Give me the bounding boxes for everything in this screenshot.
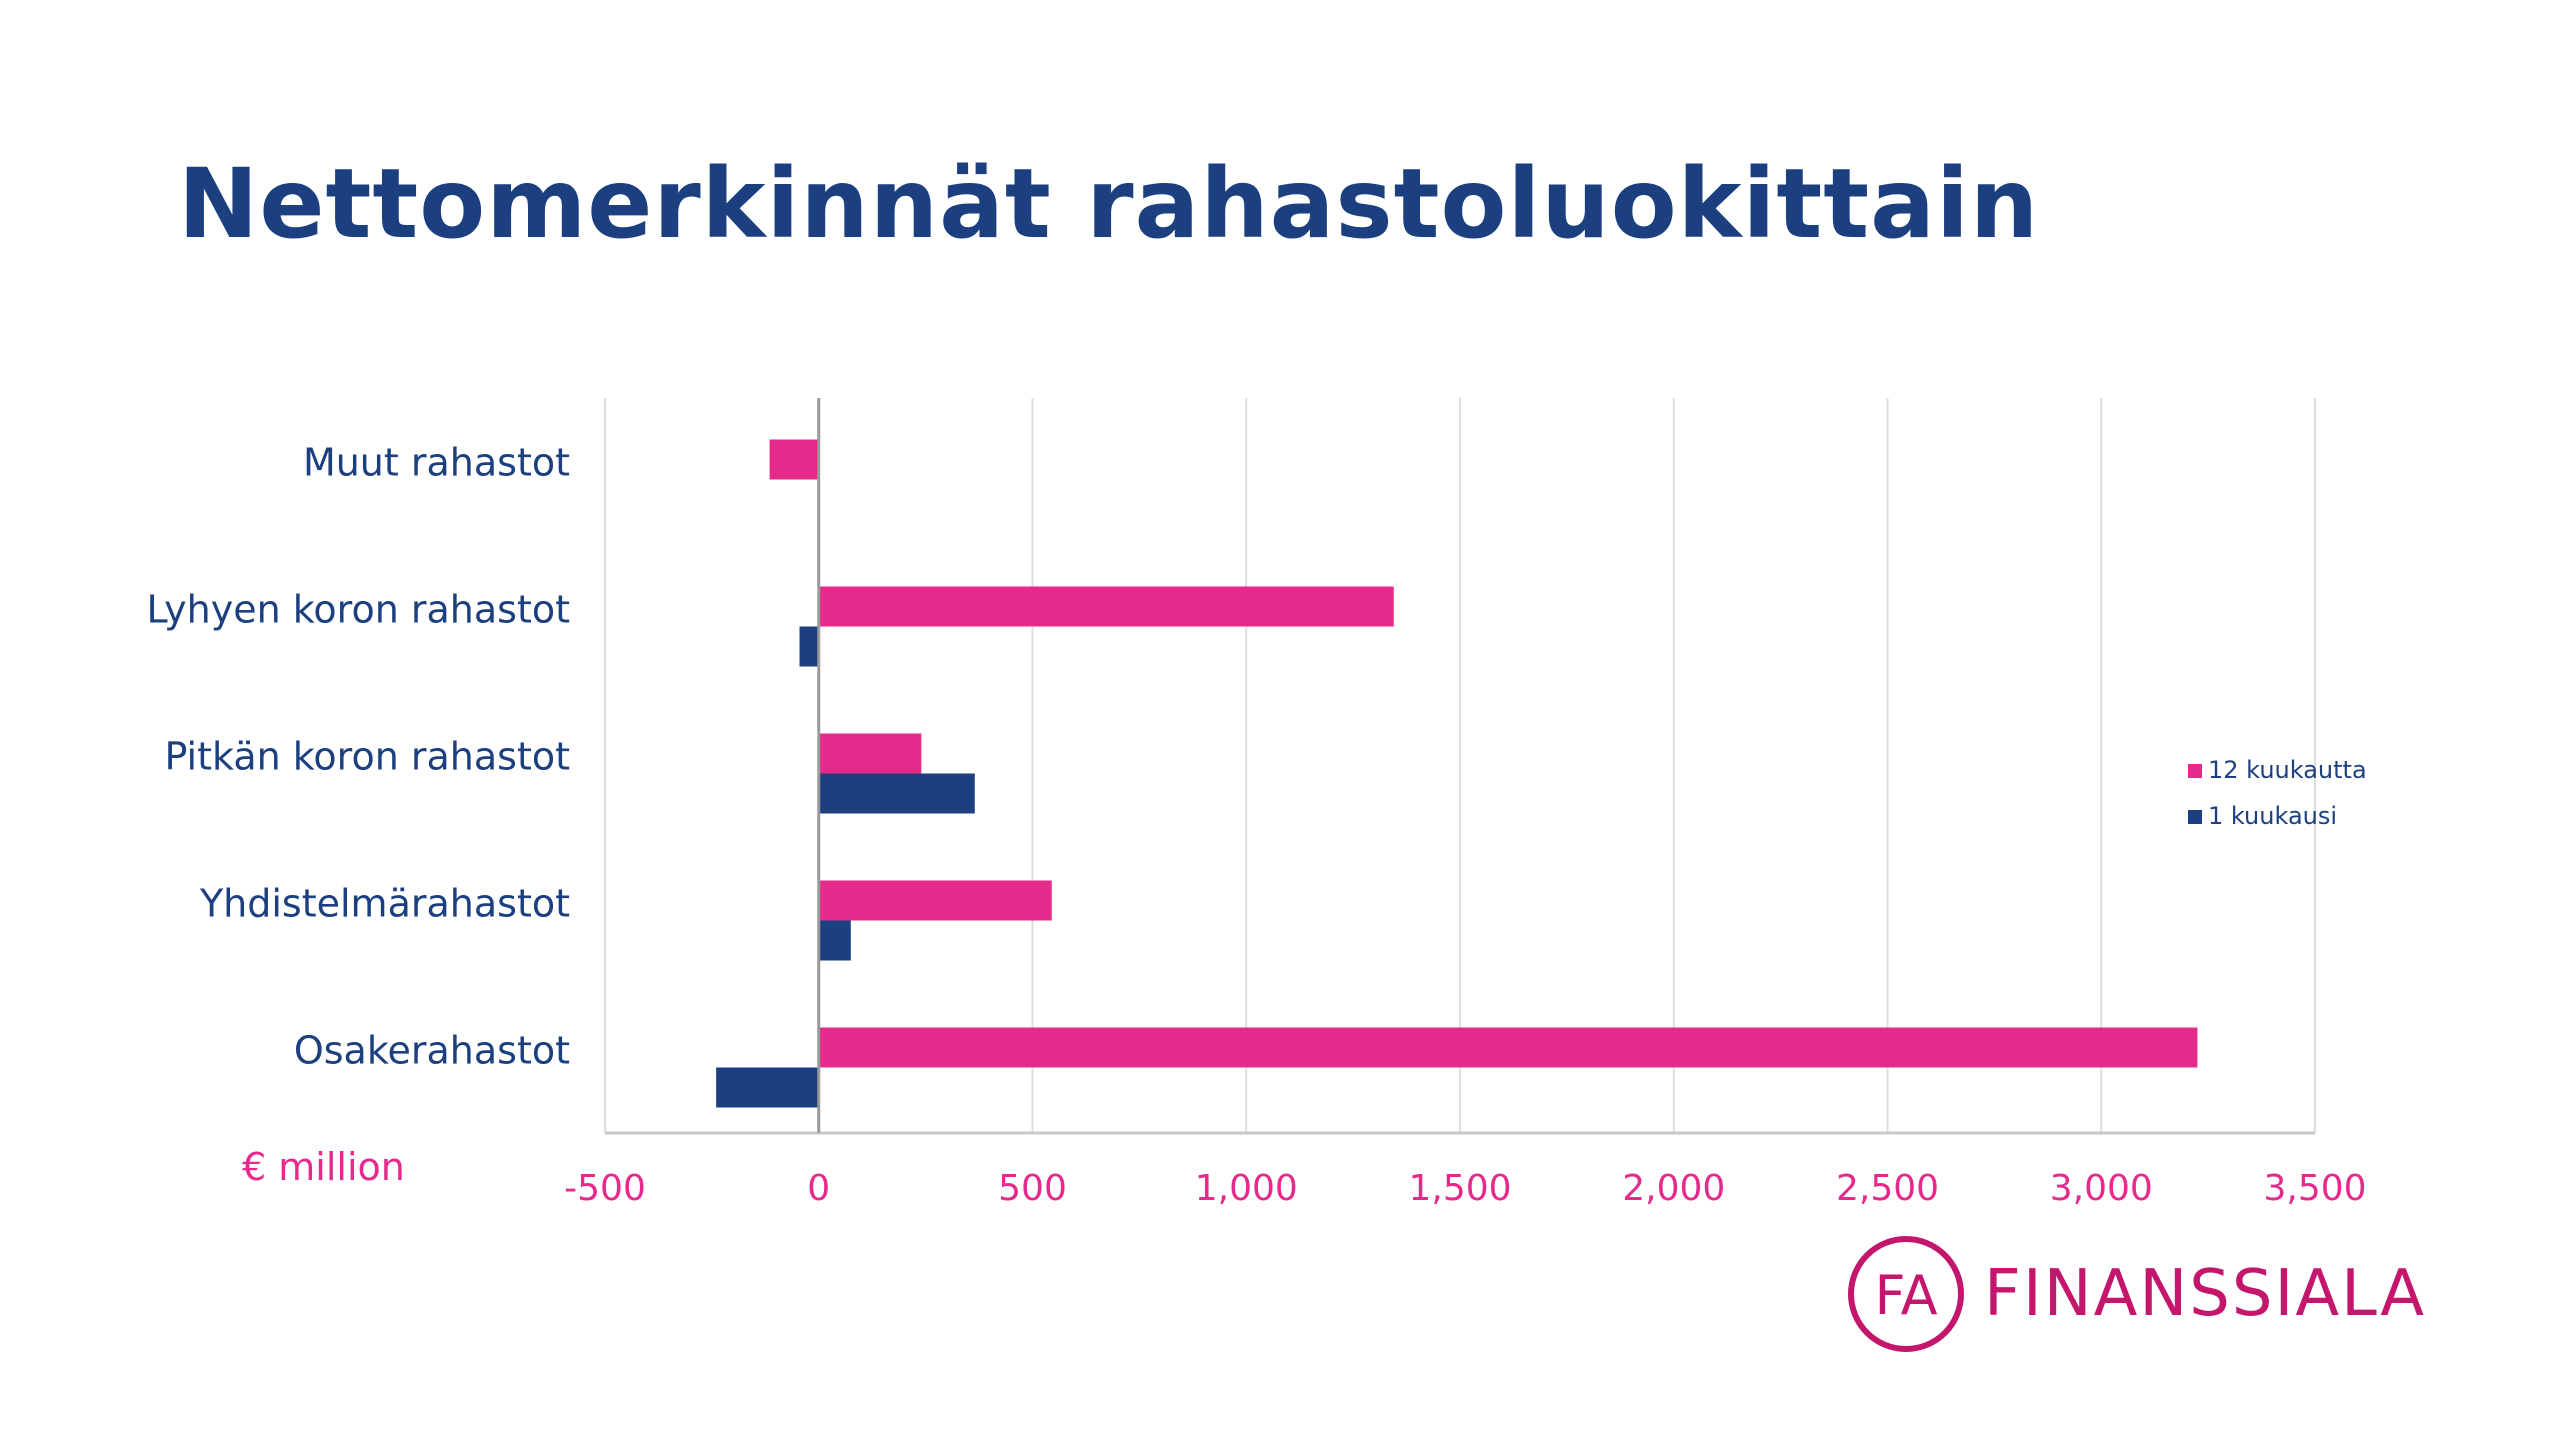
gridlines (604, 398, 2316, 1133)
logo-mark-text: FA (1874, 1264, 1937, 1327)
x-tick-label: 1,000 (1195, 1168, 1298, 1209)
legend-label: 1 kuukausi (2208, 802, 2337, 830)
x-tick-label: 3,000 (2050, 1168, 2153, 1209)
fa-logo-icon: FA (1848, 1236, 1964, 1352)
page-title: Nettomerkinnät rahastoluokittain (178, 148, 2040, 260)
category-label: Muut rahastot (303, 441, 570, 485)
bar-12-kuukautta (818, 733, 922, 774)
x-tick-label: 500 (998, 1168, 1067, 1209)
legend-swatch (2188, 810, 2202, 824)
x-tick-label: 2,000 (1622, 1168, 1725, 1209)
logo-text: FINANSSIALA (1984, 1257, 2427, 1331)
x-tick-label: -500 (564, 1168, 646, 1209)
bar-1-kuukausi (818, 920, 851, 961)
category-label: Pitkän koron rahastot (164, 735, 570, 779)
category-label: Osakerahastot (294, 1029, 570, 1073)
bar-1-kuukausi (799, 626, 819, 667)
category-label: Yhdistelmärahastot (199, 882, 570, 926)
x-tick-label: 1,500 (1408, 1168, 1511, 1209)
bars (716, 439, 2198, 1108)
x-tick-label: 3,500 (2263, 1168, 2366, 1209)
legend-swatch (2188, 764, 2202, 778)
labels: -500 0 500 1,000 1,500 2,000 2,500 3,000 3,500 Mu… (146, 441, 2366, 1210)
unit-label: € million (242, 1145, 405, 1189)
legend: 12 kuukautta 1 kuukausi (2188, 756, 2367, 830)
bar-1-kuukausi (818, 773, 975, 814)
axes (605, 398, 2315, 1135)
x-tick-label: 2,500 (1836, 1168, 1939, 1209)
bar-1-kuukausi (716, 1067, 819, 1108)
bar-12-kuukautta (818, 880, 1052, 921)
x-tick-label: 0 (807, 1168, 830, 1209)
bar-12-kuukautta (818, 586, 1394, 627)
legend-label: 12 kuukautta (2208, 756, 2367, 784)
bar-12-kuukautta (769, 439, 819, 480)
finanssiala-logo: FA FINANSSIALA (1846, 1234, 2426, 1354)
category-label: Lyhyen koron rahastot (146, 588, 570, 632)
bar-12-kuukautta (818, 1027, 2198, 1068)
